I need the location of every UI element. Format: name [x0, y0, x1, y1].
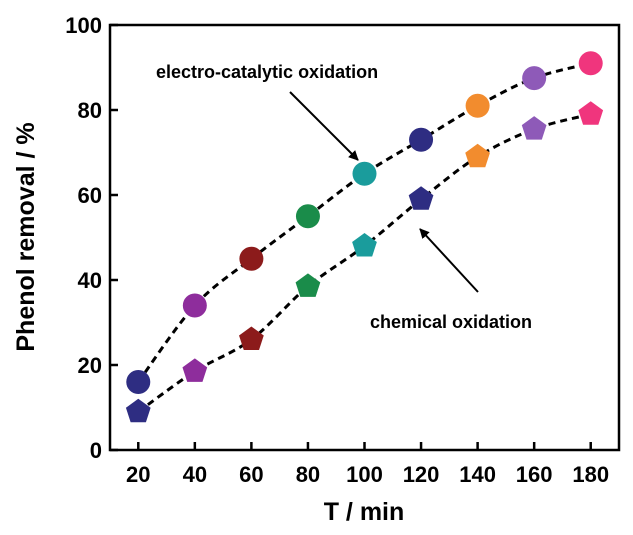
data-point-circle — [465, 93, 490, 118]
y-tick-label: 80 — [78, 98, 102, 123]
data-point-pentagon — [465, 143, 490, 168]
x-tick-label: 40 — [183, 462, 207, 487]
arrow-chemical — [419, 228, 479, 293]
arrow-electro-catalytic — [289, 91, 359, 161]
data-point-pentagon — [521, 116, 547, 140]
data-point-circle — [182, 293, 207, 318]
y-tick-label: 40 — [78, 268, 102, 293]
data-point-pentagon — [408, 186, 434, 210]
data-point-circle — [409, 127, 434, 152]
series-circle-line — [137, 61, 592, 383]
x-tick-label: 160 — [516, 462, 553, 487]
data-point-pentagon — [239, 326, 264, 351]
data-point-pentagon — [182, 358, 208, 382]
x-tick-label: 140 — [459, 462, 496, 487]
y-tick-label: 20 — [78, 353, 102, 378]
y-axis-ticks: 0 20 40 60 80 100 — [65, 13, 118, 463]
data-point-circle — [239, 246, 264, 271]
y-axis-title: Phenol removal / % — [12, 122, 40, 351]
x-tick-label: 20 — [126, 462, 150, 487]
data-point-pentagon — [295, 273, 321, 297]
data-point-pentagon — [578, 101, 604, 125]
x-tick-label: 80 — [296, 462, 320, 487]
y-tick-label: 60 — [78, 183, 102, 208]
data-point-circle — [126, 370, 151, 394]
data-point-circle — [352, 161, 377, 186]
y-tick-label: 100 — [65, 13, 102, 38]
x-tick-label: 60 — [239, 462, 263, 487]
x-tick-label: 100 — [346, 462, 383, 487]
data-point-circle — [522, 66, 547, 91]
annotation-electro-catalytic: electro-catalytic oxidation — [156, 62, 378, 82]
data-point-circle — [295, 204, 320, 229]
x-axis-ticks: 20 40 60 80 100 120 140 160 180 — [126, 442, 609, 487]
x-axis-title: T / min — [324, 498, 405, 526]
series-markers — [125, 51, 604, 423]
x-tick-label: 120 — [403, 462, 440, 487]
data-point-pentagon — [352, 233, 377, 257]
data-point-circle — [578, 51, 603, 76]
y-tick-label: 0 — [90, 438, 102, 463]
data-point-pentagon — [125, 398, 151, 423]
annotation-chemical: chemical oxidation — [370, 312, 532, 332]
x-tick-label: 180 — [572, 462, 609, 487]
